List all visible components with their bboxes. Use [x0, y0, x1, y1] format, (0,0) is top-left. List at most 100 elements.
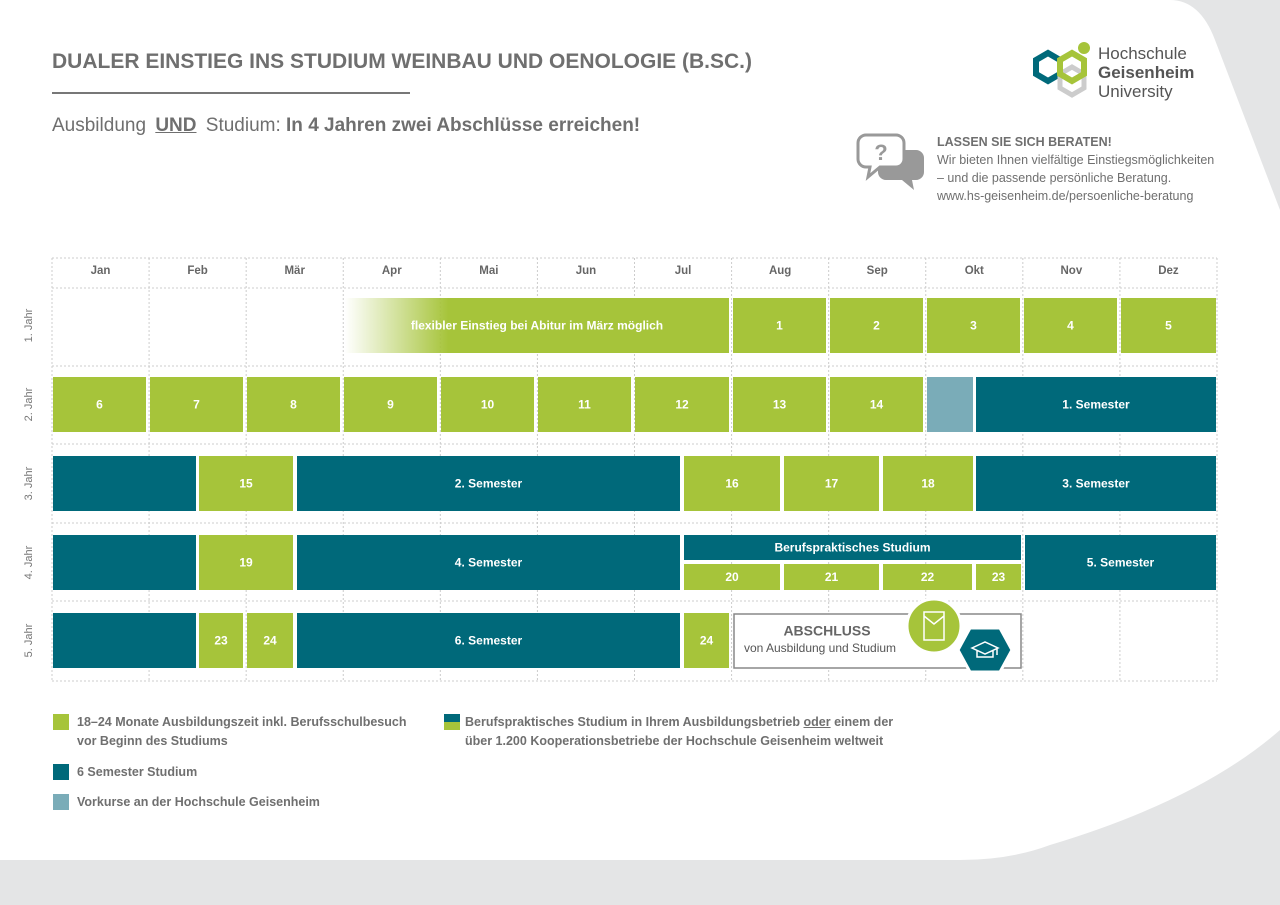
block-label: 9	[387, 398, 394, 412]
logo-line: University	[1098, 82, 1173, 101]
block-label: 5. Semester	[1087, 556, 1155, 570]
month-label: Nov	[1061, 265, 1083, 277]
block-training	[441, 377, 534, 432]
block-training	[150, 377, 243, 432]
block-label: 6. Semester	[455, 634, 523, 648]
block-study	[297, 535, 680, 590]
block-study	[297, 456, 680, 511]
block-training	[1024, 298, 1117, 353]
block-label: 2. Semester	[455, 477, 523, 491]
block-study	[53, 456, 196, 511]
block-training	[733, 298, 826, 353]
month-label: Dez	[1158, 265, 1179, 277]
block-training	[199, 456, 293, 511]
month-label: Mär	[284, 265, 305, 277]
month-label: Okt	[965, 265, 984, 277]
block-label: 2	[873, 319, 880, 333]
block-label: 16	[725, 477, 739, 491]
block-training	[247, 377, 340, 432]
block-label: 24	[263, 634, 277, 648]
block-study	[1025, 535, 1216, 590]
advice-heading: LASSEN SIE SICH BERATEN!	[937, 135, 1112, 149]
block-label: 19	[239, 556, 253, 570]
legend-text: Vorkurse an der Hochschule Geisenheim	[77, 795, 320, 809]
block-label: 21	[825, 570, 839, 584]
legend-text: einem der	[834, 715, 894, 729]
title-rule	[52, 92, 410, 94]
block-training	[635, 377, 729, 432]
logo-mark	[1033, 42, 1090, 98]
block-label: 23	[214, 634, 228, 648]
year-label: 4. Jahr	[23, 545, 35, 579]
legend-text: 6 Semester Studium	[77, 765, 198, 779]
block-training	[830, 377, 923, 432]
completion-subtitle: von Ausbildung und Studium	[744, 641, 896, 655]
subtitle: Ausbildung UND Studium: In 4 Jahren zwei…	[52, 115, 640, 137]
legend-swatch	[53, 794, 69, 810]
title: DUALER EINSTIEG INS STUDIUM WEINBAU UND …	[52, 50, 753, 73]
block-study	[976, 377, 1216, 432]
block-study	[976, 456, 1216, 511]
legend-item: Berufspraktisches Studium in Ihrem Ausbi…	[465, 713, 893, 751]
block-label: 11	[578, 398, 591, 412]
block-label: 4	[1067, 319, 1074, 333]
block-training	[883, 456, 973, 511]
block-label: 14	[870, 398, 884, 412]
block-training	[247, 613, 293, 668]
logo-line: Hochschule	[1098, 44, 1187, 63]
year-label: 1. Jahr	[23, 308, 35, 342]
svg-text:?: ?	[874, 140, 887, 165]
legend-text: 18–24 Monate Ausbildungszeit inkl. Beruf…	[77, 715, 407, 729]
legend-text: vor Beginn des Studiums	[77, 734, 228, 748]
block-training	[53, 377, 146, 432]
month-label: Jul	[675, 265, 692, 277]
subtitle-lead: Ausbildung	[52, 115, 147, 136]
block-label: 17	[825, 477, 839, 491]
block-label: 7	[193, 398, 200, 412]
block-training	[538, 377, 631, 432]
block-training	[199, 535, 293, 590]
block-label: 10	[481, 398, 495, 412]
block-training	[927, 298, 1020, 353]
legend-item: 18–24 Monate Ausbildungszeit inkl. Beruf…	[77, 713, 406, 751]
block-training	[344, 377, 437, 432]
block-label: Berufspraktisches Studium	[774, 541, 930, 555]
subtitle-emphasis: UND	[155, 115, 197, 136]
block-label: 3	[970, 319, 977, 333]
logo-text: Hochschule Geisenheim University	[1098, 44, 1194, 101]
block-label: 1. Semester	[1062, 398, 1130, 412]
subtitle-tail: Studium:	[205, 115, 281, 136]
year-label: 3. Jahr	[23, 466, 35, 500]
month-label: Aug	[769, 265, 791, 277]
block-label: 13	[773, 398, 787, 412]
month-label: Mai	[479, 265, 498, 277]
legend-emphasis: oder	[803, 715, 831, 729]
advice-icon: ?	[856, 133, 924, 190]
advice-line: – und die passende persönliche Beratung.	[937, 171, 1172, 185]
legend-swatch	[53, 764, 69, 780]
block-training	[684, 613, 729, 668]
block-training	[883, 564, 972, 590]
block-label: 18	[921, 477, 935, 491]
block-study	[53, 535, 196, 590]
block-label: 20	[725, 570, 739, 584]
block-study	[684, 535, 1021, 560]
block-training	[684, 564, 780, 590]
block-training	[733, 377, 826, 432]
block-entry	[345, 298, 729, 353]
year-label: 2. Jahr	[23, 387, 35, 421]
block-training	[684, 456, 780, 511]
block-training	[784, 456, 879, 511]
block-label: 6	[96, 398, 103, 412]
block-label: 8	[290, 398, 297, 412]
block-label: 12	[675, 398, 689, 412]
subtitle-claim: In 4 Jahren zwei Abschlüsse erreichen!	[286, 115, 641, 136]
block-label: 1	[776, 319, 783, 333]
block-training	[830, 298, 923, 353]
graduation-icon	[956, 626, 1014, 674]
block-training	[199, 613, 243, 668]
legend-swatch	[444, 714, 460, 730]
block-study	[297, 613, 680, 668]
block-label: 5	[1165, 319, 1172, 333]
